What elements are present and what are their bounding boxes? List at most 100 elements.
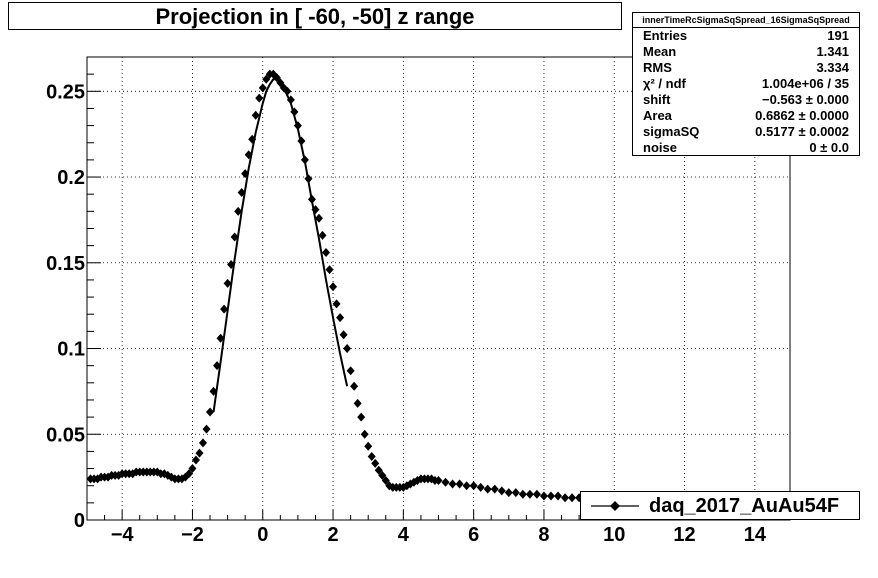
stat-label: Entries	[643, 28, 688, 43]
data-point	[546, 491, 555, 501]
y-tick-label: 0.05	[46, 424, 85, 446]
data-point	[234, 206, 243, 216]
stat-label: χ² / ndf	[643, 76, 686, 91]
data-point	[244, 150, 253, 160]
data-point	[336, 313, 345, 323]
data-point	[568, 493, 577, 503]
stat-value: 1.004e+06 / 35	[761, 76, 849, 91]
data-point	[297, 136, 306, 146]
stat-label: sigmaSQ	[643, 124, 700, 139]
x-tick-label: −4	[111, 524, 135, 546]
stat-value: 0.6862 ± 0.0000	[755, 108, 849, 123]
fit-line	[212, 78, 349, 413]
data-point	[511, 488, 520, 498]
data-point	[434, 476, 443, 486]
data-point	[497, 486, 506, 496]
stat-value: 1.341	[816, 44, 849, 59]
fit-curve	[212, 78, 349, 413]
x-tick-label: 4	[398, 524, 410, 546]
tick-labels: −4 −2 0 2 4 6 8 10 12 14 0 0.05 0.1 0.15 0.2 0.25	[46, 81, 767, 546]
data-point	[230, 232, 239, 242]
x-tick-label: 10	[603, 524, 625, 546]
stat-label: Mean	[643, 44, 677, 59]
x-tick-label: 12	[673, 524, 695, 546]
y-tick-label: 0.15	[46, 253, 85, 275]
data-point	[339, 330, 348, 340]
data-point	[483, 484, 492, 494]
data-point	[518, 489, 527, 499]
data-point	[276, 78, 285, 88]
data-point	[248, 134, 257, 144]
data-point	[350, 381, 359, 391]
stat-row-rms: RMS 3.334	[633, 60, 859, 76]
y-tick-label: 0.1	[57, 339, 85, 361]
data-point	[188, 464, 197, 474]
x-tick-label: 2	[327, 524, 338, 546]
data-point	[202, 424, 211, 434]
data-point	[223, 278, 232, 288]
y-tick-label: 0.25	[46, 81, 85, 103]
data-point	[532, 489, 541, 499]
data-point	[300, 155, 309, 165]
y-tick-label: 0.2	[57, 167, 85, 189]
data-point	[504, 488, 513, 498]
data-point	[241, 169, 250, 179]
data-point	[314, 213, 323, 223]
data-point	[455, 479, 464, 489]
data-point	[476, 482, 485, 492]
data-point	[346, 366, 355, 376]
data-point	[539, 491, 548, 501]
stats-box: innerTimeRcSigmaSqSpread_16SigmaSqSpread…	[632, 12, 860, 156]
legend-label: daq_2017_AuAu54F	[649, 495, 840, 517]
data-point	[554, 491, 563, 501]
data-point	[293, 121, 302, 131]
stat-row-area: Area 0.6862 ± 0.0000	[633, 108, 859, 124]
data-point	[255, 93, 264, 103]
data-point	[318, 230, 327, 240]
data-point	[227, 259, 236, 269]
data-point	[561, 493, 570, 503]
stat-value: 0 ± 0.0	[809, 140, 849, 155]
data-point	[490, 484, 499, 494]
stat-value: 0.5177 ± 0.0002	[755, 124, 849, 139]
data-point	[462, 481, 471, 491]
data-point	[272, 73, 281, 83]
data-point	[332, 299, 341, 309]
data-point	[322, 247, 331, 257]
x-tick-label: 8	[538, 524, 549, 546]
data-point	[374, 465, 383, 475]
data-point	[251, 110, 260, 120]
data-point	[307, 194, 316, 204]
data-point	[357, 412, 366, 422]
y-tick-label: 0	[74, 510, 85, 532]
data-point	[469, 481, 478, 491]
stats-histogram-name: innerTimeRcSigmaSqSpread_16SigmaSqSpread	[633, 13, 859, 28]
stat-row-sigmasq: sigmaSQ 0.5177 ± 0.0002	[633, 124, 859, 140]
data-point	[381, 476, 390, 486]
data-point	[378, 470, 387, 480]
data-point	[367, 452, 376, 462]
data-point	[220, 304, 229, 314]
data-point	[448, 479, 457, 489]
data-point	[213, 361, 222, 371]
data-point	[209, 386, 218, 396]
data-point	[283, 86, 292, 96]
data-point	[311, 205, 320, 215]
data-point	[216, 333, 225, 343]
data-point	[290, 107, 299, 117]
stat-row-shift: shift −0.563 ± 0.000	[633, 92, 859, 108]
data-point	[364, 441, 373, 451]
stat-value: −0.563 ± 0.000	[761, 92, 849, 107]
x-tick-label: −2	[181, 524, 204, 546]
data-point	[262, 74, 271, 84]
data-point	[360, 429, 369, 439]
data-point	[325, 265, 334, 275]
data-point	[525, 489, 534, 499]
data-point	[195, 448, 204, 458]
legend-marker-icon	[591, 501, 639, 511]
data-point	[237, 187, 246, 197]
data-point	[184, 469, 193, 479]
legend: daq_2017_AuAu54F	[580, 491, 860, 520]
data-point	[441, 477, 450, 487]
